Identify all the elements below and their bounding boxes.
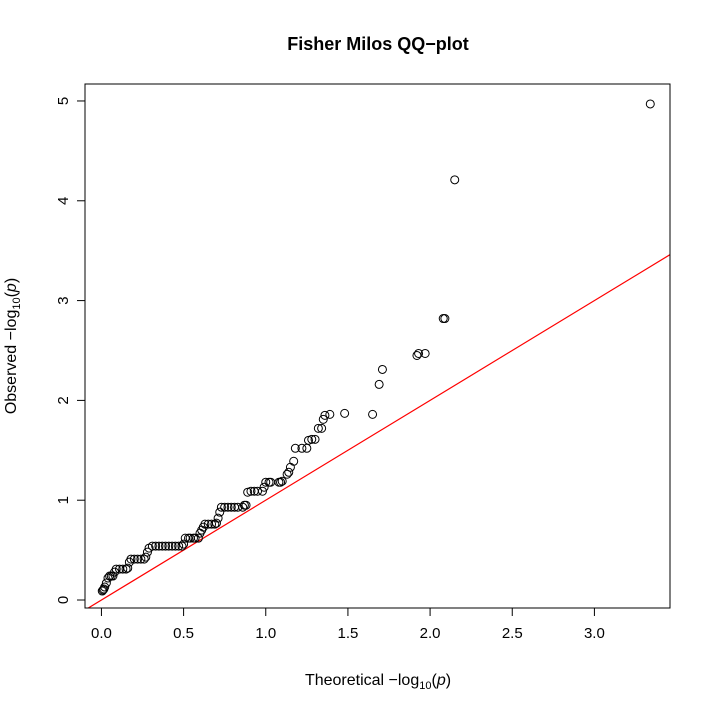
x-tick-label: 2.5 xyxy=(502,625,523,642)
data-point xyxy=(243,487,253,497)
data-point xyxy=(215,507,225,517)
reference-line-layer xyxy=(87,254,670,608)
x-axis-label-paren-close: ) xyxy=(446,672,451,689)
data-point xyxy=(325,409,335,419)
data-point xyxy=(179,539,189,549)
x-axis-label: Theoretical −log10(p) xyxy=(305,672,451,692)
data-point xyxy=(253,486,263,496)
plot-frame xyxy=(84,83,671,609)
data-point xyxy=(133,554,143,564)
data-point xyxy=(154,541,164,551)
data-point xyxy=(310,434,320,444)
data-point xyxy=(233,502,243,512)
data-point xyxy=(412,350,422,360)
data-point xyxy=(259,482,269,492)
data-point xyxy=(174,541,184,551)
y-axis: 0 1 2 3 4 5 xyxy=(55,97,86,604)
data-point xyxy=(645,99,655,109)
data-point xyxy=(136,554,146,564)
data-point xyxy=(118,564,128,574)
data-point xyxy=(414,348,424,358)
data-point xyxy=(302,443,312,453)
y-axis-label-prefix: Observed −log xyxy=(3,310,20,415)
data-point xyxy=(220,502,230,512)
x-axis-label-subscript: 10 xyxy=(419,680,431,692)
x-axis: 0.0 0.5 1.0 1.5 2.0 2.5 3.0 xyxy=(91,607,605,642)
data-point xyxy=(177,541,187,551)
reference-line xyxy=(87,254,670,608)
data-point xyxy=(195,528,205,538)
data-point xyxy=(129,554,139,564)
y-tick-label: 4 xyxy=(55,197,72,205)
y-axis-label-subscript: 10 xyxy=(11,297,23,309)
data-point xyxy=(180,533,190,543)
data-point xyxy=(420,348,430,358)
data-point xyxy=(103,573,113,583)
y-tick-label: 0 xyxy=(55,596,72,604)
y-axis-label-paren-open: ( xyxy=(3,291,20,297)
data-point xyxy=(264,477,274,487)
y-axis-label: Observed −log10(p) xyxy=(3,278,23,414)
data-point xyxy=(99,584,109,594)
data-point xyxy=(317,423,327,433)
data-point xyxy=(157,541,167,551)
data-point xyxy=(184,533,194,543)
data-point xyxy=(261,477,271,487)
x-tick-label: 3.0 xyxy=(584,625,605,642)
data-point xyxy=(377,364,387,374)
x-axis-label-paren-open: ( xyxy=(431,672,437,689)
y-tick-label: 1 xyxy=(55,496,72,504)
data-point xyxy=(151,541,161,551)
x-axis-label-variable: p xyxy=(436,672,446,689)
data-point xyxy=(226,502,236,512)
points-layer xyxy=(97,99,655,596)
data-point xyxy=(223,502,233,512)
x-tick-label: 0.5 xyxy=(173,625,194,642)
chart-title: Fisher Milos QQ−plot xyxy=(287,34,469,54)
y-tick-label: 3 xyxy=(55,296,72,304)
data-point xyxy=(313,423,323,433)
data-point xyxy=(368,409,378,419)
data-point xyxy=(318,414,328,424)
data-point xyxy=(282,469,292,479)
data-point xyxy=(239,500,249,510)
data-point xyxy=(167,541,177,551)
y-axis-label-variable: p xyxy=(3,283,20,293)
data-point xyxy=(139,554,149,564)
data-point xyxy=(161,541,171,551)
data-point xyxy=(98,585,108,595)
data-point xyxy=(284,467,294,477)
data-point xyxy=(216,502,226,512)
data-point xyxy=(144,543,154,553)
data-point xyxy=(290,443,300,453)
data-point xyxy=(450,175,460,185)
data-point xyxy=(164,541,174,551)
data-point xyxy=(340,408,350,418)
y-axis-label-paren-close: ) xyxy=(3,278,20,283)
x-tick-label: 1.5 xyxy=(337,625,358,642)
data-point xyxy=(210,519,220,529)
x-tick-label: 0.0 xyxy=(91,625,112,642)
x-axis-label-prefix: Theoretical −log xyxy=(305,672,419,689)
data-point xyxy=(97,586,107,596)
y-tick-label: 2 xyxy=(55,396,72,404)
data-point xyxy=(320,410,330,420)
data-point xyxy=(297,443,307,453)
data-point xyxy=(115,564,125,574)
data-point xyxy=(170,541,180,551)
data-point xyxy=(141,552,151,562)
x-tick-label: 2.0 xyxy=(420,625,441,642)
data-point xyxy=(203,519,213,529)
data-point xyxy=(207,519,217,529)
data-point xyxy=(121,564,131,574)
y-tick-label: 5 xyxy=(55,97,72,105)
data-point xyxy=(374,379,384,389)
x-tick-label: 1.0 xyxy=(255,625,276,642)
data-point xyxy=(289,456,299,466)
data-point xyxy=(249,486,259,496)
data-point xyxy=(230,502,240,512)
data-point xyxy=(438,314,448,324)
